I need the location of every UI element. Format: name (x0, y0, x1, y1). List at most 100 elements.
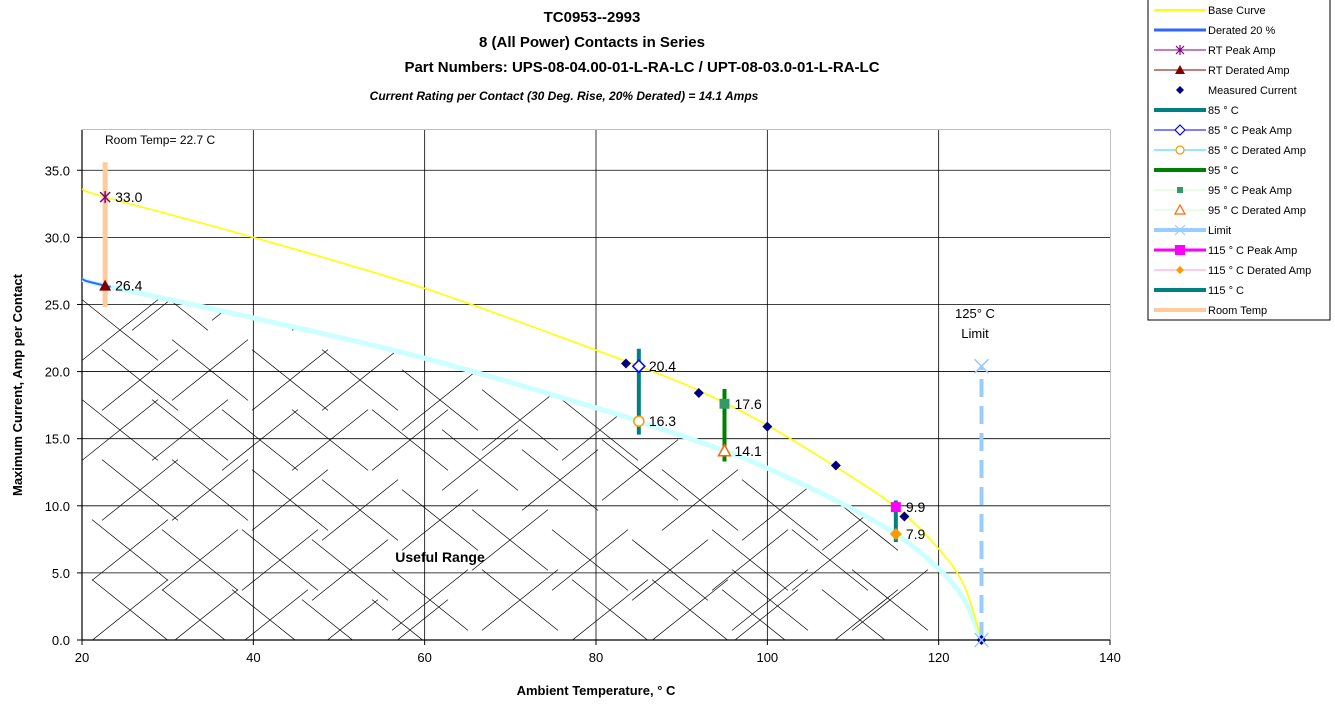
legend-box (1147, 0, 1331, 321)
hatch-line (101, 349, 179, 411)
hatch-line (401, 369, 479, 431)
rt-peak-point-label: 33.0 (115, 189, 142, 205)
hatch-line (401, 489, 479, 551)
hatch-line (251, 349, 329, 411)
limit-annotation-line-1: 125° C (955, 306, 995, 321)
hatch-line (661, 469, 739, 531)
hatch-line (391, 569, 469, 631)
data-marks: 33.0 26.4 20.4 16.3 17.6 14.1 9.9 7.9 (99, 162, 990, 648)
hatch-line (82, 399, 159, 461)
y-tick-label: 25.0 (45, 297, 70, 312)
legend-entry-label: Derated 20 % (1208, 25, 1275, 37)
legend-marker (1176, 266, 1184, 274)
hatch-line (321, 479, 399, 541)
x-tick-label: 100 (756, 650, 778, 665)
room-temp-annotation: Room Temp= 22.7 C (105, 133, 216, 147)
legend-marker (1177, 187, 1183, 193)
legend-entry-label: Measured Current (1208, 85, 1297, 97)
legend-marker (1176, 86, 1184, 94)
legend-entry-label: 95 ° C Derated Amp (1208, 205, 1306, 217)
x-tick-label: 60 (417, 650, 431, 665)
legend-entry-label: 85 ° C Derated Amp (1208, 145, 1306, 157)
legend-marker (1175, 65, 1185, 74)
y-tick-label: 35.0 (45, 163, 70, 178)
derated-95c-point (717, 443, 732, 457)
hatch-line (631, 539, 709, 601)
derated-85c-point-label: 16.3 (649, 413, 676, 429)
gridlines (82, 130, 1110, 640)
legend-entry-label: Room Temp (1208, 305, 1267, 317)
derated-curve-start (82, 278, 254, 319)
legend-entry-label: Limit (1208, 225, 1231, 237)
hatch-line (171, 459, 249, 521)
legend-entry-label: 115 ° C Derated Amp (1208, 265, 1311, 277)
derated-85c-point (633, 415, 645, 427)
legend-marker (1173, 203, 1187, 215)
hatch-line (251, 469, 329, 531)
hatch-line (161, 529, 239, 591)
base-curve (82, 188, 983, 640)
peak-115c-point (890, 502, 901, 513)
y-tick-label: 20.0 (45, 365, 70, 380)
hatch-line (321, 349, 399, 411)
limit-top-marker (973, 358, 990, 374)
hatch-line (311, 539, 389, 601)
hatch-line (834, 589, 899, 640)
hatch-line (441, 429, 519, 491)
derated-115c-point-label: 7.9 (906, 526, 926, 542)
y-tick-label: 15.0 (45, 432, 70, 447)
hatch-line (571, 579, 649, 640)
legend-marker (1175, 145, 1185, 155)
hatch-line (481, 389, 559, 451)
measured-current-point (620, 358, 631, 369)
legend-entry-label: RT Derated Amp (1208, 65, 1290, 77)
chart-title: TC0953--2993 8 (All Power) Contacts in S… (370, 9, 880, 103)
measured-current-point (899, 511, 910, 522)
legend-entry-label: 115 ° C (1208, 285, 1244, 297)
legend-entry-label: 95 ° C (1208, 165, 1239, 177)
title-line-2: 8 (All Power) Contacts in Series (479, 34, 705, 51)
rt-derated-point-label: 26.4 (115, 278, 142, 294)
legend-entry-label: 115 ° C Peak Amp (1208, 245, 1297, 257)
hatch-line (371, 409, 449, 471)
derated-curve (82, 276, 984, 640)
title-line-1: TC0953--2993 (544, 9, 641, 26)
hatch-line (221, 409, 299, 471)
hatch-line (651, 579, 729, 640)
curves (82, 188, 984, 640)
limit-bottom-marker (973, 632, 990, 648)
x-tick-label: 140 (1099, 650, 1121, 665)
y-tick-label: 30.0 (45, 230, 70, 245)
title-line-3: Part Numbers: UPS-08-04.00-01-L-RA-LC / … (404, 59, 879, 76)
y-axis-label: Maximum Current, Amp per Contact (10, 273, 25, 496)
hatch-line (174, 589, 239, 640)
y-tick-label: 10.0 (45, 499, 70, 514)
x-tick-label: 40 (246, 650, 260, 665)
hatch-line (241, 529, 319, 591)
legend: Base Curve Derated 20 % RT Peak Amp RT Dera… (1147, 0, 1331, 321)
legend-entry-label: 85 ° C Peak Amp (1208, 125, 1292, 137)
hatch-line (711, 529, 789, 591)
legend-entry-label: 95 ° C Peak Amp (1208, 185, 1292, 197)
y-tick-label: 0.0 (52, 633, 70, 648)
hatch-line (851, 569, 929, 631)
hatch-line (734, 589, 799, 640)
hatch-line (731, 569, 809, 631)
peak-85c-point-label: 20.4 (649, 358, 676, 374)
hatch-line (396, 599, 449, 640)
hatch-line (82, 299, 159, 361)
hatch-line (551, 529, 629, 591)
legend-entry-label: 85 ° C (1208, 105, 1239, 117)
hatch-line (481, 569, 559, 631)
hatch-line (91, 579, 169, 640)
legend-marker (1175, 245, 1185, 255)
hatch-line (101, 459, 179, 521)
derated-115c-point (889, 527, 902, 540)
hatch-line (471, 509, 549, 571)
hatch-line (151, 399, 229, 461)
hatch-line (521, 449, 599, 511)
hatch-line (601, 439, 679, 501)
rt-derated-point (99, 279, 112, 291)
y-tick-label: 5.0 (52, 566, 70, 581)
